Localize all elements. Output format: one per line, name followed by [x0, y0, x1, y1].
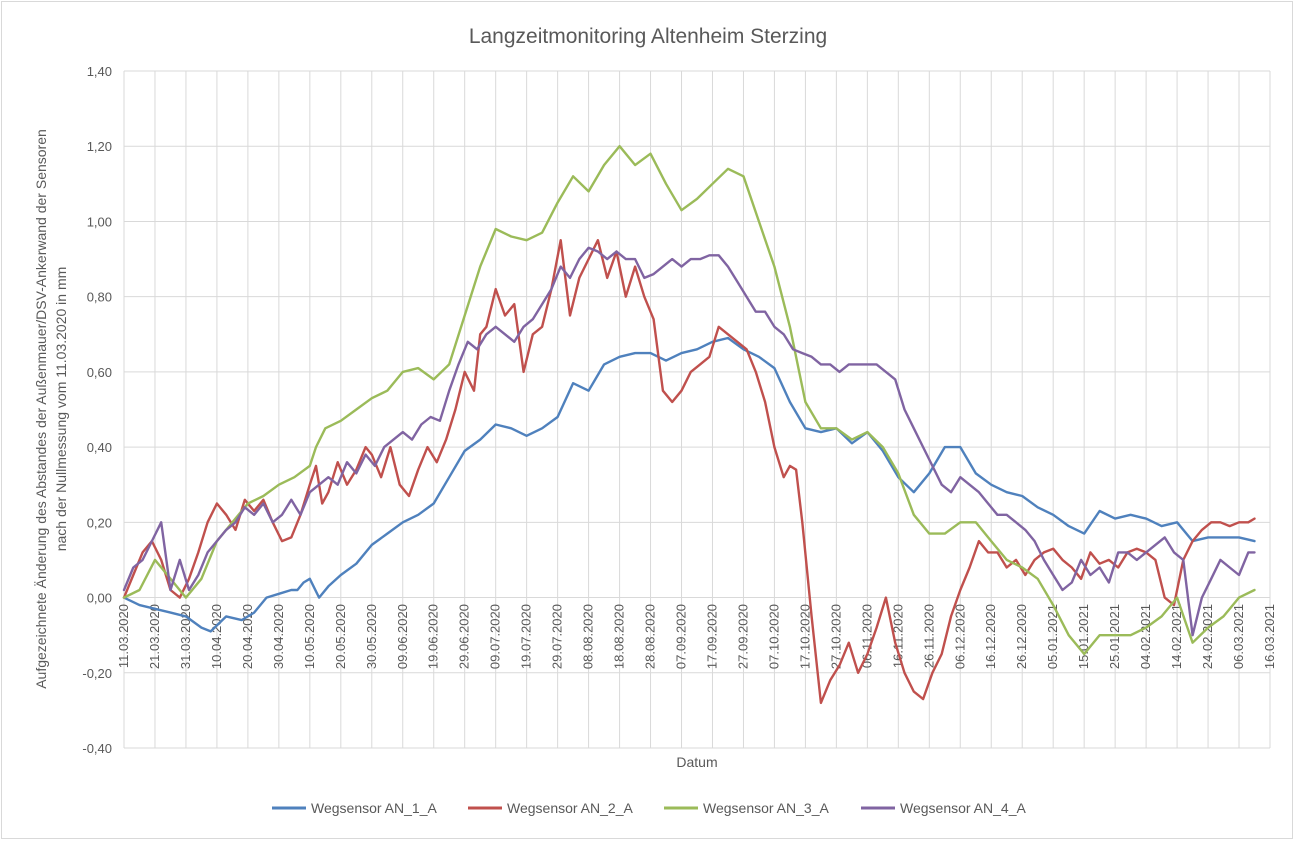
x-tick-label: 10.05.2020 [302, 604, 317, 669]
x-tick-label: 09.07.2020 [488, 604, 503, 669]
y-tick-label: 0,40 [87, 440, 112, 455]
x-tick-label: 18.08.2020 [612, 604, 627, 669]
x-tick-label: 28.08.2020 [643, 604, 658, 669]
series-line-1 [122, 336, 1256, 633]
legend-label: Wegsensor AN_1_A [311, 800, 437, 816]
x-tick-label: 17.09.2020 [704, 604, 719, 669]
series-lines [122, 144, 1256, 705]
y-axis-label-line: nach der Nullmessung vom 11.03.2020 in m… [53, 267, 69, 552]
y-tick-label: 1,40 [87, 64, 112, 79]
legend: Wegsensor AN_1_A Wegsensor AN_2_A Wegsenso… [272, 800, 1026, 816]
x-tick-label: 16.12.2020 [983, 604, 998, 669]
y-tick-label: 0,20 [87, 515, 112, 530]
legend-label: Wegsensor AN_4_A [900, 800, 1026, 816]
series-line-3 [122, 144, 1256, 656]
x-tick-label: 07.09.2020 [674, 604, 689, 669]
x-tick-label: 05.01.2021 [1045, 604, 1060, 669]
legend-item: Wegsensor AN_1_A [272, 800, 437, 816]
x-tick-label: 27.10.2020 [828, 604, 843, 669]
x-tick-label: 10.04.2020 [209, 604, 224, 669]
x-tick-label: 21.03.2020 [147, 604, 162, 669]
x-tick-label: 15.01.2021 [1076, 604, 1091, 669]
x-tick-label: 29.06.2020 [457, 604, 472, 669]
legend-item: Wegsensor AN_3_A [664, 800, 829, 816]
x-tick-label: 29.07.2020 [550, 604, 565, 669]
y-tick-label: 0,60 [87, 365, 112, 380]
grid [123, 70, 1271, 749]
x-tick-label: 08.08.2020 [581, 604, 596, 669]
x-tick-label: 26.12.2020 [1014, 604, 1029, 669]
series-line-4 [122, 246, 1256, 637]
x-tick-label: 07.10.2020 [766, 604, 781, 669]
x-tick-label: 27.09.2020 [735, 604, 750, 669]
x-tick-label: 11.03.2020 [116, 604, 131, 668]
x-tick-label: 30.05.2020 [364, 604, 379, 669]
y-tick-label: 1,00 [87, 214, 112, 229]
x-tick-label: 06.12.2020 [952, 604, 967, 669]
legend-label: Wegsensor AN_3_A [703, 800, 829, 816]
x-tick-label: 19.06.2020 [426, 604, 441, 669]
x-tick-label: 25.01.2021 [1107, 604, 1122, 669]
y-axis-label-line: Aufgezeichnete Änderung des Abstandes de… [33, 129, 49, 689]
y-tick-label: 0,00 [87, 591, 112, 606]
y-axis-label: Aufgezeichnete Änderung des Abstandes de… [33, 129, 69, 689]
x-tick-label: 06.11.2020 [859, 604, 874, 668]
x-tick-label: 14.02.2021 [1169, 604, 1184, 669]
axes: -0,40 -0,20 0,00 0,20 0,40 0,60 0,80 1,00 1,20 1,… [82, 64, 1277, 756]
chart-title: Langzeitmonitoring Altenheim Sterzing [469, 25, 827, 48]
legend-item: Wegsensor AN_4_A [861, 800, 1026, 816]
y-tick-label: -0,20 [82, 666, 112, 681]
x-tick-label: 06.03.2021 [1231, 604, 1246, 669]
x-tick-label: 30.04.2020 [271, 604, 286, 669]
y-tick-label: 1,20 [87, 139, 112, 154]
x-tick-label: 31.03.2020 [178, 604, 193, 669]
x-tick-label: 24.02.2021 [1200, 604, 1215, 669]
x-tick-label: 16.11.2020 [890, 604, 905, 668]
y-tick-label: -0,40 [82, 741, 112, 756]
legend-item: Wegsensor AN_2_A [468, 800, 633, 816]
x-tick-label: 17.10.2020 [797, 604, 812, 669]
x-tick-label: 26.11.2020 [921, 604, 936, 668]
x-tick-label: 09.06.2020 [395, 604, 410, 669]
x-tick-label: 16.03.2021 [1262, 604, 1277, 669]
x-axis-label: Datum [676, 754, 717, 770]
y-tick-label: 0,80 [87, 290, 112, 305]
series-line-2 [122, 238, 1256, 705]
x-tick-label: 04.02.2021 [1138, 604, 1153, 669]
x-tick-label: 20.05.2020 [333, 604, 348, 669]
legend-label: Wegsensor AN_2_A [507, 800, 633, 816]
x-tick-label: 19.07.2020 [519, 604, 534, 669]
